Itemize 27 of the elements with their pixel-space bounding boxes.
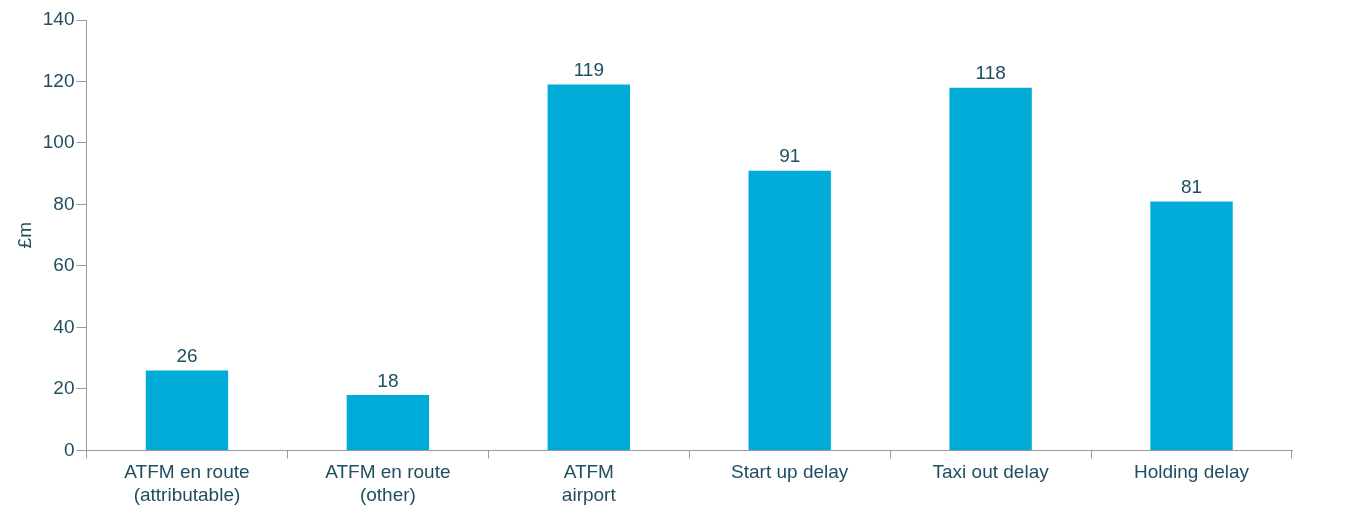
- x-tick-label: Holding delay: [1133, 461, 1250, 483]
- data-label: 18: [377, 369, 399, 391]
- x-tick-label: ATFM airport: [561, 461, 617, 505]
- data-label: 118: [975, 62, 1006, 84]
- bar: [1150, 201, 1233, 450]
- data-label: 81: [1180, 176, 1203, 198]
- y-axis-title: £m: [13, 222, 35, 249]
- x-tick-label: Taxi out delay: [932, 461, 1050, 483]
- data-label: 119: [573, 59, 604, 81]
- bar: [145, 370, 229, 450]
- data-label: 26: [176, 345, 198, 367]
- bar: [346, 395, 430, 450]
- x-tick-label: ATFM en route (other): [325, 461, 451, 505]
- bar: [748, 170, 831, 450]
- x-tick-label: Start up delay: [731, 461, 849, 483]
- y-tick-label: 40: [53, 315, 75, 337]
- y-tick-label: 80: [53, 192, 75, 214]
- y-tick-label: 0: [63, 438, 75, 460]
- bar: [547, 84, 630, 450]
- data-label: 91: [779, 145, 801, 167]
- y-tick-label: 20: [53, 377, 75, 399]
- y-tick-label: 120: [42, 69, 75, 91]
- y-tick-label: 60: [53, 254, 75, 276]
- y-tick-label: 140: [42, 8, 75, 30]
- bar: [949, 87, 1032, 450]
- y-tick-label: 100: [42, 131, 75, 153]
- x-tick-label: ATFM en route (attributable): [124, 461, 250, 505]
